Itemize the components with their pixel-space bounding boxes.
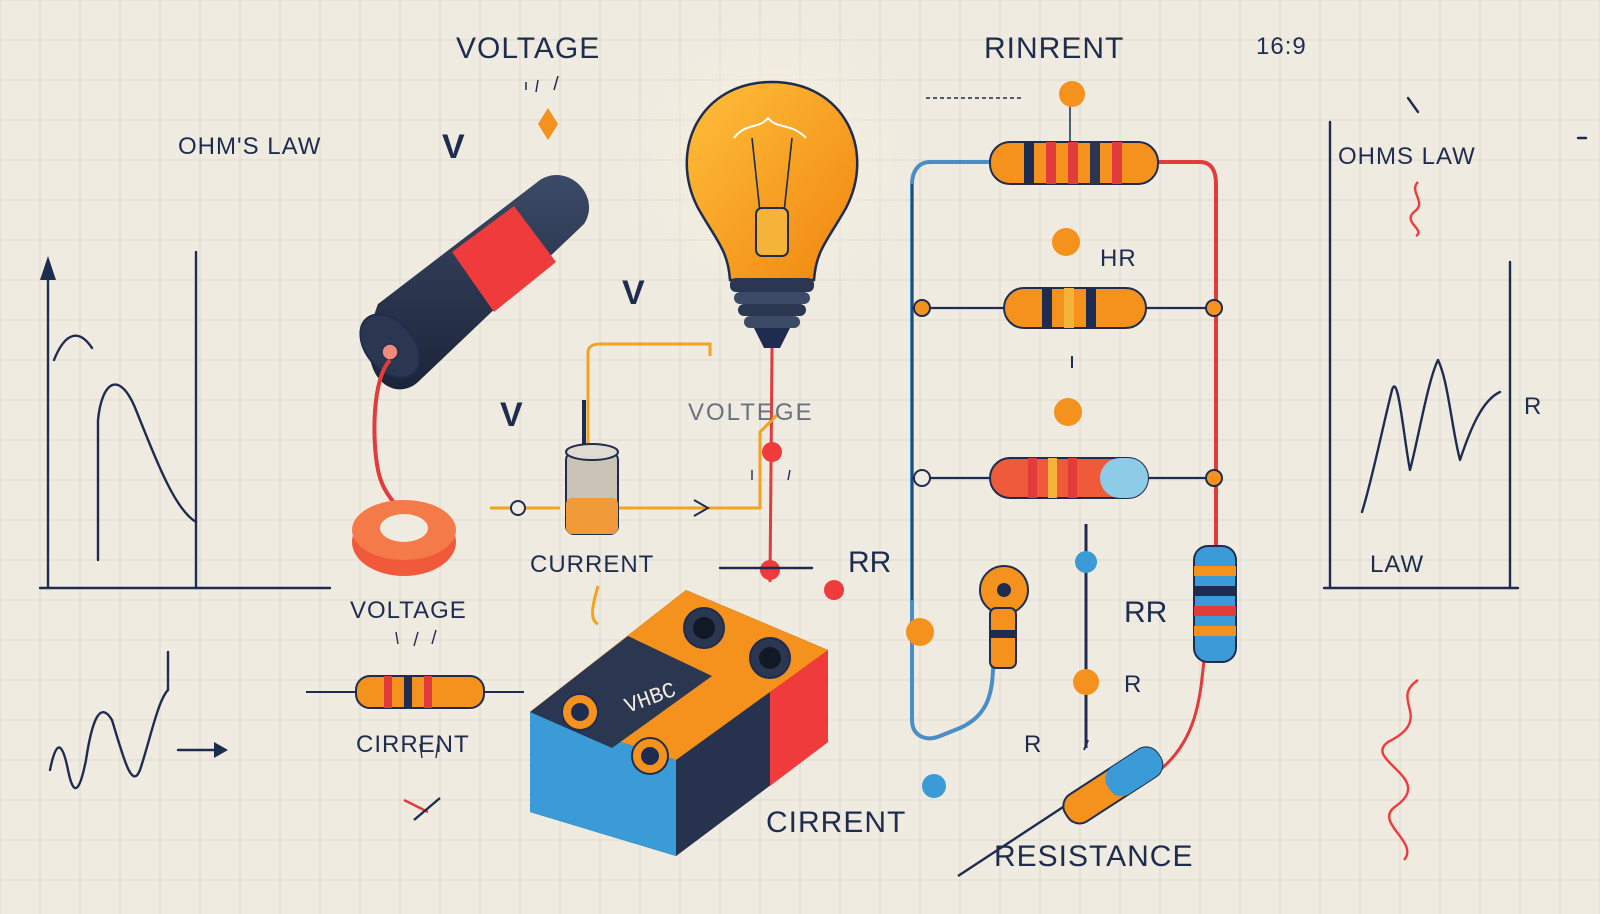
label-r-right: R — [1524, 393, 1542, 420]
label-cirrent-bottom: CIRRENT — [766, 806, 906, 839]
label-v-mid: V — [622, 274, 645, 312]
capacitor-circuit — [490, 342, 780, 626]
label-voltage-bottom: VOLTAGE — [350, 597, 467, 624]
label-ohms-law-left: OHM'S LAW — [178, 133, 321, 160]
label-v-top: V — [442, 128, 465, 166]
cylinder-battery — [352, 174, 590, 576]
resistor-ladder-circuit — [906, 81, 1237, 878]
label-voltage-top: VOLTAGE — [456, 32, 600, 65]
label-r-small-2: R — [1024, 731, 1042, 758]
label-resistance: RESISTANCE — [994, 840, 1193, 873]
label-voltege: VOLTEGE — [688, 399, 814, 426]
labels: VOLTAGE RINRENT 16:9 OHM'S LAW OHMS LAW … — [178, 32, 1542, 873]
label-current: CURRENT — [530, 551, 654, 578]
resistor-small — [306, 675, 524, 821]
label-ohms-law-right: OHMS LAW — [1338, 143, 1476, 170]
label-hr: HR — [1100, 245, 1137, 272]
label-v-left: V — [500, 396, 523, 434]
light-bulb — [622, 10, 922, 600]
label-law: LAW — [1370, 551, 1424, 578]
label-rr-right: RR — [1124, 596, 1167, 629]
right-graph — [1322, 96, 1588, 861]
label-rinrent-top: RINRENT — [984, 32, 1124, 65]
left-graph — [38, 250, 332, 790]
decorative-marks — [395, 75, 791, 759]
label-cirrent-left: CIRRENT — [356, 731, 470, 758]
label-r-small-1: R — [1124, 671, 1142, 698]
label-aspect: 16:9 — [1256, 33, 1307, 60]
label-rr-mid: RR — [848, 546, 891, 579]
multimeter: VHBC — [530, 590, 828, 856]
